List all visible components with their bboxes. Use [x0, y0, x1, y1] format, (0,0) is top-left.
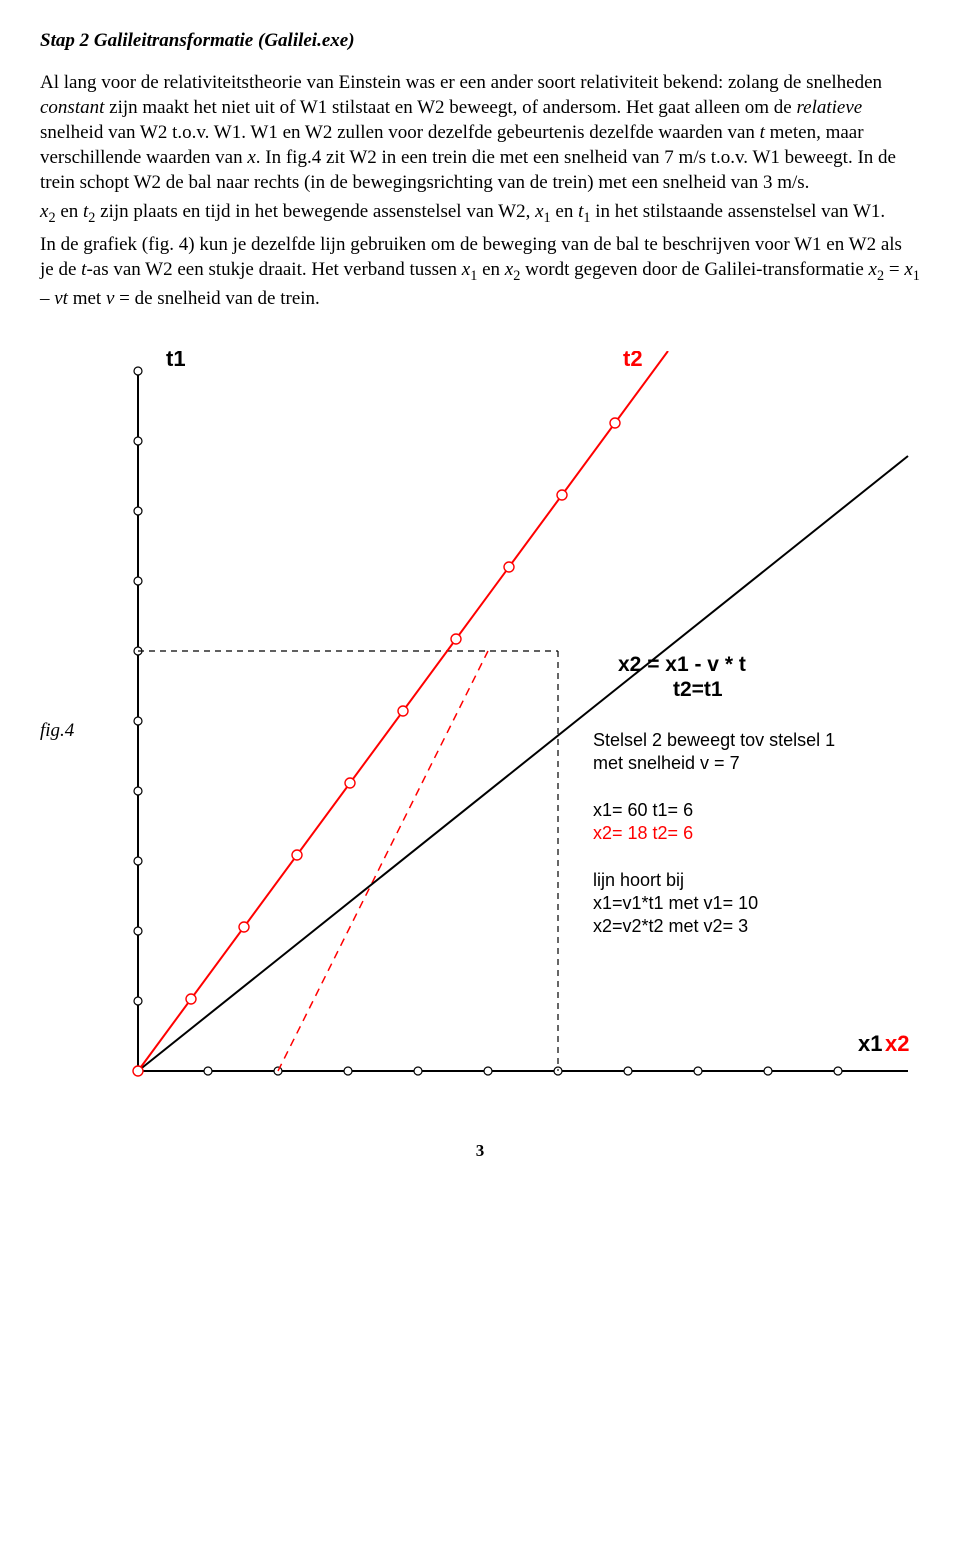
p2-text-m: in het stilstaande assenstelsel van W1. [591, 201, 886, 222]
svg-text:x2: x2 [885, 1031, 909, 1056]
paragraph-3: In de grafiek (fig. 4) kun je dezelfde l… [40, 232, 920, 311]
svg-text:Stelsel 2 beweegt tov stelsel: Stelsel 2 beweegt tov stelsel 1 [593, 730, 835, 750]
p3-sub-1b: 1 [913, 268, 920, 284]
figure-4-chart: t1 t2 x1x2 x2 = x1 - v * tt2=t1 Stelsel 2 be… [88, 351, 918, 1111]
p2-text-j: en [551, 201, 578, 222]
p1-text-e: snelheid van W2 t.o.v. W1. W1 en W2 zull… [40, 122, 760, 143]
p3-text-i: wordt gegeven door de Galilei-transforma… [520, 259, 868, 280]
p2-text-g: zijn plaats en tijd in het bewegende ass… [95, 201, 535, 222]
figure-row: fig.4 t1 t2 x1x2 x2 = x1 - v * tt2=t1 Stelse… [40, 351, 920, 1111]
p2-sub-1a: 1 [544, 210, 551, 226]
svg-text:x1=v1*t1 met v1= 10: x1=v1*t1 met v1= 10 [593, 893, 758, 913]
paragraph-1: Al lang voor de relativiteitstheorie van… [40, 70, 920, 195]
svg-text:x2= 18 t2= 6: x2= 18 t2= 6 [593, 823, 693, 843]
p2-text-d: en [56, 201, 83, 222]
p1-em-relatieve: relatieve [796, 97, 862, 118]
p3-var-x2b: x [869, 259, 877, 280]
p1-var-x: x [247, 147, 255, 168]
p3-text-q: met [68, 288, 106, 309]
paragraph-2: x2 en t2 zijn plaats en tijd in het bewe… [40, 199, 920, 228]
p3-text-s: = de snelheid van de trein. [114, 288, 319, 309]
p3-var-x1a: x [462, 259, 470, 280]
step-title: Stap 2 Galileitransformatie (Galilei.exe… [40, 30, 920, 52]
p2-sub-1b: 1 [583, 210, 590, 226]
figure-caption: fig.4 [40, 720, 74, 742]
svg-text:x1: x1 [858, 1031, 882, 1056]
p2-var-x1: x [535, 201, 543, 222]
p3-eq-o: – [40, 288, 54, 309]
svg-text:t1: t1 [166, 351, 186, 371]
svg-text:met snelheid v = 7: met snelheid v = 7 [593, 753, 740, 773]
svg-text:t2: t2 [623, 351, 643, 371]
p3-var-x2a: x [505, 259, 513, 280]
p3-text-c: -as van W2 een stukje draait. Het verban… [86, 259, 461, 280]
page-number: 3 [40, 1141, 920, 1161]
p3-eq-l: = [884, 259, 904, 280]
p1-text-a: Al lang voor de relativiteitstheorie van… [40, 72, 882, 93]
p3-var-x1b: x [904, 259, 912, 280]
p2-sub-2a: 2 [48, 210, 55, 226]
p1-text-c: zijn maakt het niet uit of W1 stilstaat … [104, 97, 796, 118]
svg-text:x2=v2*t2 met v2= 3: x2=v2*t2 met v2= 3 [593, 916, 748, 936]
svg-text:x2 = x1 - v * t: x2 = x1 - v * t [618, 653, 746, 676]
svg-text:x1= 60 t1= 6: x1= 60 t1= 6 [593, 800, 693, 820]
svg-text:lijn hoort bij: lijn hoort bij [593, 870, 684, 890]
p1-em-constant: constant [40, 97, 104, 118]
p3-text-f: en [477, 259, 504, 280]
svg-text:t2=t1: t2=t1 [673, 678, 723, 701]
p3-var-vt: vt [54, 288, 68, 309]
